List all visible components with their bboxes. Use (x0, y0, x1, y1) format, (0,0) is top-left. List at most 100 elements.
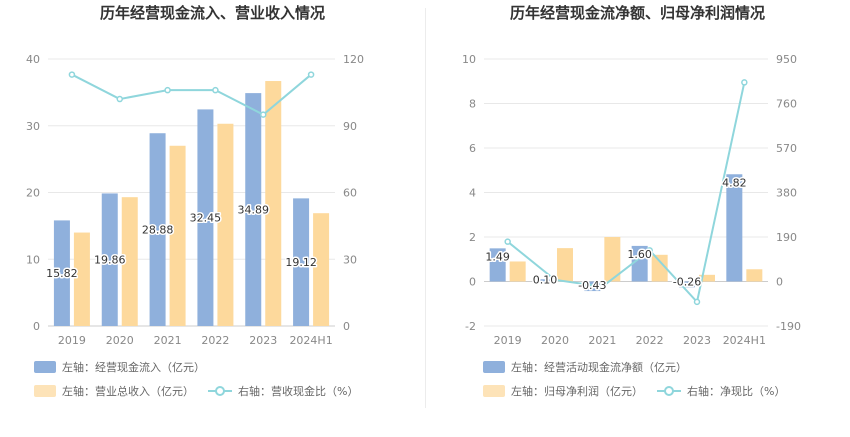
legend-label: 左轴：营业总收入（亿元） (62, 385, 194, 398)
x-tick-label: 2020 (541, 334, 569, 347)
ratio-point (307, 71, 315, 78)
y-tick-right: 0 (776, 276, 783, 289)
legend-item-ratio[interactable]: 右轴：营收现金比（%） (208, 383, 358, 399)
bar-primary (245, 93, 262, 326)
bar-primary (584, 281, 601, 292)
bar-data-label: 19.12 (285, 256, 317, 269)
bar-primary (101, 193, 118, 326)
y-tick-right: 380 (776, 187, 797, 200)
bar-primary (293, 198, 310, 326)
y-tick-left: 20 (26, 187, 40, 200)
bar-secondary (699, 274, 715, 282)
legend-label: 左轴：归母净利润（亿元） (511, 385, 643, 398)
legend-item-net-ratio[interactable]: 右轴：净现比（%） (657, 383, 785, 399)
x-tick-label: 2019 (494, 334, 522, 347)
bar-secondary (169, 145, 186, 326)
y-tick-right: 90 (343, 120, 357, 133)
ratio-point (68, 71, 76, 78)
legend-row-2: 左轴：归母净利润（亿元） 右轴：净现比（%） (483, 383, 799, 399)
bar-secondary (121, 197, 138, 326)
legend-item-net-profit[interactable]: 左轴：归母净利润（亿元） (483, 383, 643, 399)
legend-item-revenue[interactable]: 左轴：营业总收入（亿元） (34, 383, 194, 399)
x-tick-label: 2020 (106, 334, 134, 347)
y-tick-right: 60 (343, 187, 357, 200)
y-tick-right: 30 (343, 253, 357, 266)
bar-secondary (746, 269, 763, 282)
bar-data-label: 19.86 (94, 254, 126, 267)
y-tick-left: 0 (33, 320, 40, 333)
x-tick-label: 2024H1 (289, 334, 332, 347)
ratio-point (693, 298, 701, 306)
y-tick-left: 8 (469, 98, 476, 111)
legend-row-1: 左轴：经营活动现金流净额（亿元） (483, 359, 701, 375)
bar-data-label: -0.43 (578, 279, 606, 292)
legend-line-icon (208, 386, 232, 396)
x-tick-label: 2024H1 (723, 334, 766, 347)
x-tick-label: 2021 (588, 334, 616, 347)
chart-panel-net-cash: 历年经营现金流净额、归母净利润情况 -2 -190 0 0 2 190 4 380 6 570 8 7… (425, 0, 850, 437)
bar-secondary (265, 81, 282, 326)
bar-data-label: -0.26 (673, 275, 701, 288)
y-tick-right: 120 (343, 53, 364, 66)
bar-secondary (557, 248, 573, 282)
ratio-line (507, 82, 746, 304)
x-tick-label: 2023 (249, 334, 277, 347)
legend-row-1: 左轴：经营现金流入（亿元） (34, 359, 219, 375)
legend-item-net-cash[interactable]: 左轴：经营活动现金流净额（亿元） (483, 359, 687, 375)
bar-data-label: 1.60 (627, 248, 652, 261)
chart-plot-area: -2 -190 0 0 2 190 4 380 6 570 8 760 10 950 2019 2020 202… (462, 53, 801, 347)
y-tick-left: 10 (26, 253, 40, 266)
y-tick-left: 30 (26, 120, 40, 133)
legend-swatch-blue (34, 361, 56, 373)
ratio-point (116, 95, 123, 103)
y-tick-left: 10 (462, 53, 476, 66)
bar-data-label: 15.82 (46, 267, 78, 280)
bar-data-label: 0.10 (533, 274, 558, 287)
x-tick-label: 2022 (636, 334, 664, 347)
chart-plot-area: 0 0 10 30 20 60 30 90 40 120 2019 2020 2021 2022 2023 2… (26, 53, 364, 347)
x-tick-label: 2019 (58, 334, 86, 347)
bar-secondary (604, 237, 621, 282)
y-tick-left: -2 (465, 320, 476, 333)
ratio-point (212, 86, 219, 94)
y-tick-right: 0 (343, 320, 350, 333)
y-tick-right: -190 (776, 320, 801, 333)
bar-primary (53, 220, 70, 326)
legend-swatch-orange (483, 385, 505, 397)
x-tick-label: 2023 (683, 334, 711, 347)
ratio-point (504, 238, 511, 245)
ratio-point (741, 79, 748, 86)
y-tick-left: 40 (26, 53, 40, 66)
y-tick-left: 6 (469, 142, 476, 155)
y-tick-left: 2 (469, 231, 476, 244)
bar-primary (489, 248, 506, 282)
ratio-point (551, 276, 559, 284)
y-tick-right: 190 (776, 231, 797, 244)
legend-label: 右轴：净现比（%） (687, 385, 786, 398)
bar-data-label: 1.49 (485, 250, 510, 263)
bar-data-label: 34.89 (238, 204, 270, 217)
panel-divider (425, 8, 426, 408)
bar-primary (197, 109, 214, 327)
legend-swatch-blue (483, 361, 505, 373)
legend-swatch-orange (34, 385, 56, 397)
bar-primary (679, 281, 695, 288)
legend-item-cash-inflow[interactable]: 左轴：经营现金流入（亿元） (34, 359, 205, 375)
legend-line-icon (657, 386, 681, 396)
bar-secondary (509, 261, 526, 282)
chart-panel-cash-inflow: 历年经营现金流入、营业收入情况 0 0 10 30 20 60 30 90 40 120 2019 2… (26, 4, 364, 399)
ratio-point (164, 86, 171, 94)
bar-data-label: 28.88 (142, 224, 174, 237)
y-tick-right: 760 (776, 98, 797, 111)
bar-secondary (73, 232, 90, 326)
ratio-point (599, 283, 606, 290)
legend-label: 左轴：经营现金流入（亿元） (62, 361, 205, 374)
bar-secondary (651, 254, 668, 282)
y-tick-left: 4 (469, 187, 476, 200)
x-tick-label: 2022 (201, 334, 229, 347)
x-tick-label: 2021 (154, 334, 182, 347)
ratio-point (646, 247, 653, 254)
bar-primary (537, 279, 553, 282)
chart-title: 历年经营现金流入、营业收入情况 (99, 4, 325, 22)
chart-title: 历年经营现金流净额、归母净利润情况 (509, 4, 765, 22)
